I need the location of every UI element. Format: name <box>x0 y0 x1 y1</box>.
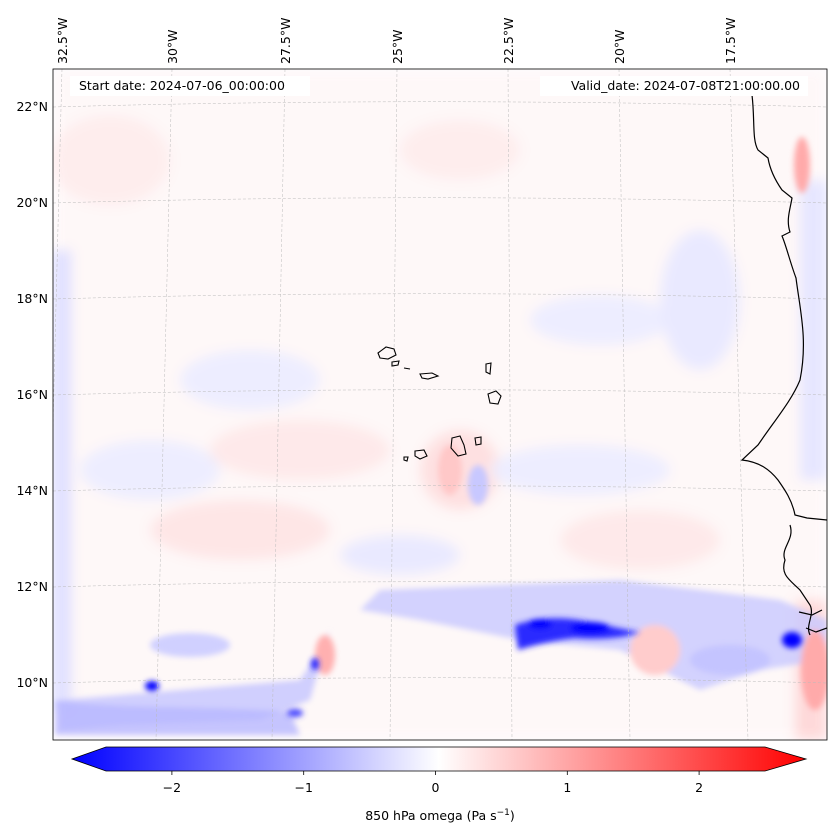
lon-label: 27.5°W <box>278 18 293 64</box>
start-date-box <box>70 76 310 96</box>
island-sao-nicolau <box>419 372 440 380</box>
longitude-labels: 32.5°W 30°W 27.5°W 25°W 22.5°W 20°W 17.5… <box>55 18 738 64</box>
lon-label: 32.5°W <box>55 18 70 64</box>
colorbar: −2 −1 0 1 2 850 hPa omega (Pa s−1) <box>70 746 808 823</box>
cape-verde-islands <box>377 346 502 462</box>
valid-date-box <box>540 76 808 96</box>
lat-label: 10°N <box>16 675 48 690</box>
start-date-label: Start date: 2024-07-06_00:00:00 <box>79 78 285 93</box>
colorbar-tick-label: 1 <box>563 780 571 795</box>
island-sal <box>485 362 492 375</box>
colorbar-tick-label: −2 <box>163 780 181 795</box>
lon-label: 30°W <box>165 29 180 64</box>
island-maio <box>474 436 482 446</box>
omega-field <box>53 69 827 740</box>
latitude-labels: 22°N 20°N 18°N 16°N 14°N 12°N 10°N <box>16 99 48 690</box>
colorbar-tick-label: 0 <box>432 780 440 795</box>
colorbar-bar <box>70 746 808 772</box>
coastline <box>740 94 827 636</box>
island-santa-luzia <box>403 367 411 370</box>
lat-label: 22°N <box>16 99 48 114</box>
colorbar-tick-label: −1 <box>294 780 312 795</box>
lon-label: 25°W <box>390 29 405 64</box>
island-fogo <box>414 449 428 460</box>
lon-label: 17.5°W <box>723 18 738 64</box>
lat-label: 14°N <box>16 483 48 498</box>
colorbar-label: 850 hPa omega (Pa s−1) <box>365 808 515 823</box>
map-panel: Start date: 2024-07-06_00:00:00 Valid_da… <box>52 68 828 741</box>
lat-label: 12°N <box>16 579 48 594</box>
map-frame <box>52 68 828 741</box>
island-santiago <box>450 435 467 457</box>
lat-label: 20°N <box>16 195 48 210</box>
island-santo-antao <box>377 346 397 360</box>
lon-label: 20°W <box>612 29 627 64</box>
lon-label: 22.5°W <box>501 18 516 64</box>
island-brava <box>403 456 409 462</box>
colorbar-tick-label: 2 <box>695 780 703 795</box>
island-boa-vista <box>487 390 502 405</box>
gridlines <box>53 69 827 740</box>
island-sao-vicente <box>391 360 400 367</box>
lat-label: 16°N <box>16 387 48 402</box>
valid-date-label: Valid_date: 2024-07-08T21:00:00.00 <box>571 78 800 93</box>
lat-label: 18°N <box>16 291 48 306</box>
colorbar-ticks: −2 −1 0 1 2 <box>163 771 703 795</box>
